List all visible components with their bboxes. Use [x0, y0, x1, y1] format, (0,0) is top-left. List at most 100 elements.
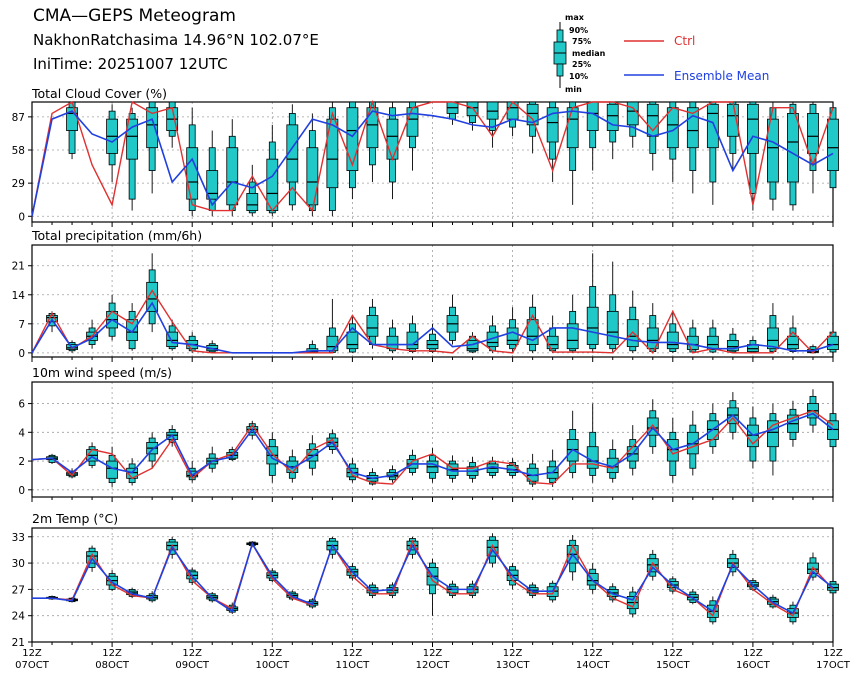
box-20	[426, 558, 439, 616]
x-axis-labels: 12Z07OCT12Z08OCT12Z09OCT12Z10OCT12Z11OCT…	[15, 648, 851, 671]
box-29	[606, 439, 619, 483]
box-29	[606, 101, 619, 160]
box-16	[346, 458, 359, 483]
box-inner	[126, 319, 139, 341]
box-inner	[646, 417, 659, 436]
y-tick-label: 6	[18, 399, 25, 411]
box-8	[186, 107, 199, 217]
x-tick-date: 15OCT	[656, 660, 691, 671]
box-inner	[767, 327, 779, 350]
box-inner	[606, 103, 619, 131]
x-tick-time: 12Z	[503, 648, 523, 659]
box-25	[526, 294, 539, 353]
box-27	[566, 101, 579, 205]
ensemble-mean-line	[31, 412, 834, 480]
x-tick-date: 09OCT	[175, 660, 210, 671]
box-5	[126, 107, 139, 211]
box-inner	[286, 124, 299, 183]
box-inner	[566, 323, 579, 350]
box-inner	[706, 335, 719, 350]
box-33	[686, 319, 699, 353]
box-inner	[747, 103, 759, 154]
box-inner	[767, 118, 779, 183]
box-inner	[146, 281, 159, 312]
panel-1: Total precipitation (mm/6h) 0 7 14 21	[12, 228, 839, 362]
box-37	[767, 303, 779, 353]
y-tick-label: 0	[18, 485, 25, 497]
box-36	[747, 406, 759, 469]
box-14	[306, 113, 319, 217]
panel-frame	[31, 244, 834, 358]
x-tick-time: 12Z	[102, 648, 122, 659]
box-30	[626, 290, 639, 353]
box-6	[146, 253, 159, 333]
box-inner	[726, 340, 739, 352]
box-21	[446, 101, 459, 125]
x-tick-date: 13OCT	[496, 660, 531, 671]
x-tick-time: 12Z	[823, 648, 843, 659]
legend-p10-label: 10%	[569, 72, 588, 81]
box-inner	[326, 335, 339, 352]
legend-p25-label: 25%	[572, 60, 591, 69]
panels: Total Cloud Cover (%) 0 29 58 87 Total precip…	[12, 86, 851, 671]
box-inner	[827, 118, 839, 171]
x-tick-time: 12Z	[182, 648, 202, 659]
box-33	[686, 101, 699, 194]
ctrl-line	[31, 99, 834, 217]
box-29	[606, 261, 619, 353]
y-tick-label: 0	[18, 348, 25, 360]
ensemble-mean-line	[31, 110, 834, 217]
x-tick-time: 12Z	[343, 648, 363, 659]
y-tick-label: 87	[12, 112, 25, 124]
chart-title: CMA—GEPS Meteogram	[33, 6, 236, 26]
box-14	[306, 435, 319, 476]
box-35	[726, 327, 739, 353]
box-36	[747, 336, 759, 353]
box-26	[546, 315, 559, 353]
box-inner	[386, 335, 399, 350]
box-22	[466, 332, 479, 353]
box-37	[767, 403, 779, 476]
box-38	[787, 400, 799, 447]
box-inner	[626, 319, 639, 348]
box-4	[106, 104, 118, 182]
box-16	[346, 315, 359, 353]
box-40	[827, 327, 839, 353]
y-tick-label: 4	[18, 427, 25, 439]
box-inner	[146, 107, 159, 149]
legend-min-label: min	[565, 85, 582, 94]
panel-title: 10m wind speed (m/s)	[32, 365, 172, 380]
box-4	[106, 570, 118, 592]
box-6	[146, 101, 159, 194]
ensemble-mean-line	[32, 541, 834, 615]
legend-mean-label: Ensemble Mean	[674, 69, 769, 83]
y-tick-label: 2	[18, 456, 25, 468]
box-31	[646, 549, 659, 581]
y-tick-label: 27	[12, 584, 25, 596]
box-39	[807, 102, 819, 194]
box-21	[446, 294, 459, 345]
box-16	[346, 101, 359, 200]
box-inner	[226, 147, 239, 206]
box-9	[206, 340, 219, 353]
y-tick-label: 21	[12, 637, 25, 649]
x-tick-time: 12Z	[743, 648, 763, 659]
y-tick-label: 21	[12, 261, 25, 273]
box-inner	[666, 331, 679, 350]
legend: max 90% 75% median 25% 10% min Ctrl Ense…	[553, 13, 769, 94]
box-27	[566, 294, 579, 353]
panel-3: 2m Temp (°C) 21 24 27 30 33	[12, 511, 839, 649]
box-inner	[546, 335, 559, 350]
box-inner	[787, 335, 799, 350]
box-27	[566, 535, 579, 581]
ctrl-line	[31, 289, 834, 355]
panel-title: Total precipitation (mm/6h)	[31, 228, 202, 243]
x-tick-date: 10OCT	[255, 660, 290, 671]
box-31	[646, 399, 659, 454]
y-tick-label: 33	[12, 532, 25, 544]
box-35	[726, 101, 739, 171]
box-inner	[566, 107, 579, 149]
box-32	[666, 311, 679, 353]
box-inner	[166, 331, 179, 348]
panel-0: Total Cloud Cover (%) 0 29 58 87	[12, 86, 839, 227]
